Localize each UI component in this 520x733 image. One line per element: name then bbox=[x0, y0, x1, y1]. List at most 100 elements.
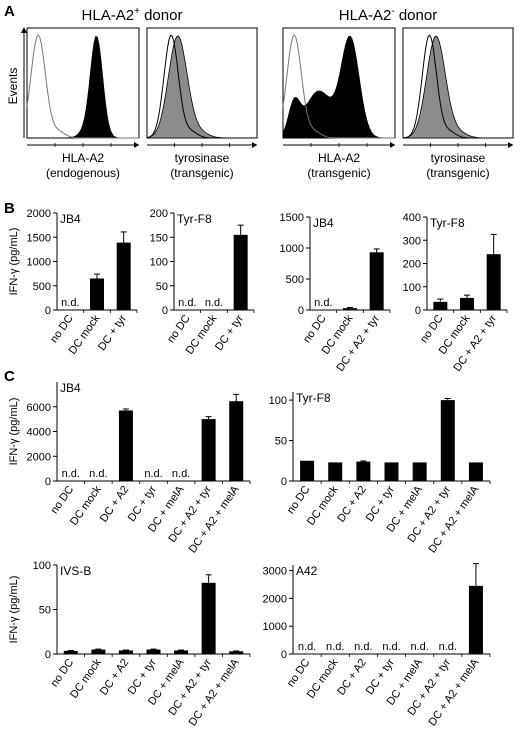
y-tick-label: 100 bbox=[150, 257, 168, 269]
y-tick-label: 2000 bbox=[263, 593, 287, 605]
not-detected-label: n.d. bbox=[205, 297, 223, 309]
isotype-control-histogram bbox=[402, 34, 513, 139]
not-detected-label: n.d. bbox=[298, 641, 316, 653]
category-label: no DC bbox=[418, 313, 446, 345]
y-tick-label: 50 bbox=[39, 605, 51, 617]
y-tick-label: 150 bbox=[150, 232, 168, 244]
bar bbox=[146, 649, 161, 654]
chart-title: JB4 bbox=[60, 381, 81, 395]
y-tick-label: 0 bbox=[281, 649, 287, 661]
panel-label-a: A bbox=[4, 3, 15, 20]
category-label: DC + A2 bbox=[335, 657, 369, 698]
y-tick-label: 100 bbox=[403, 282, 421, 294]
not-detected-label: n.d. bbox=[61, 297, 79, 309]
donor-pos-title: HLA-A2+ donor bbox=[82, 6, 183, 24]
y-tick-label: 1500 bbox=[280, 212, 304, 224]
y-tick-label: 0 bbox=[298, 305, 304, 317]
bar bbox=[433, 301, 448, 310]
histogram-axis-label: HLA-A2 bbox=[318, 151, 360, 165]
category-label: no DC bbox=[285, 657, 313, 689]
events-axis-label: Events bbox=[6, 68, 20, 105]
bar bbox=[468, 585, 483, 654]
not-detected-label: n.d. bbox=[144, 468, 162, 480]
bar bbox=[300, 460, 315, 481]
bar bbox=[90, 278, 104, 310]
histogram-1: HLA-A2(endogenous) bbox=[26, 27, 140, 180]
category-label: no DC bbox=[48, 313, 76, 345]
y-tick-label: 0 bbox=[281, 476, 287, 488]
bar bbox=[229, 401, 244, 481]
bar bbox=[118, 650, 133, 654]
histogram-3: HLA-A2(transgenic) bbox=[282, 27, 396, 180]
y-axis-label: IFN-γ (pg/mL) bbox=[8, 398, 20, 466]
bar-chart-1: 0 500 1000 1500 2000 JB4 IFN-γ (pg/mL) n.d. no D… bbox=[8, 208, 138, 357]
stained-histogram bbox=[282, 35, 395, 139]
bar bbox=[201, 419, 216, 481]
category-label: DC + A2 + melA bbox=[426, 656, 481, 728]
chart-title: Tyr-F8 bbox=[296, 391, 331, 405]
chart-title: Tyr-F8 bbox=[177, 212, 212, 226]
panel-label-b: B bbox=[4, 200, 15, 217]
chart-title: A42 bbox=[296, 564, 318, 578]
not-detected-label: n.d. bbox=[326, 641, 344, 653]
y-tick-label: 50 bbox=[275, 436, 287, 448]
bar bbox=[369, 252, 384, 310]
category-label: no DC bbox=[165, 313, 193, 345]
donor-neg-title: HLA-A2- donor bbox=[339, 6, 437, 24]
not-detected-label: n.d. bbox=[439, 641, 457, 653]
chart-title: IVS-B bbox=[60, 564, 91, 578]
bar bbox=[343, 308, 357, 310]
category-label: DC + tyr bbox=[96, 313, 129, 353]
panel-a-histograms: HLA-A2(endogenous)tyrosinase(transgenic)… bbox=[21, 27, 514, 180]
y-tick-label: 1000 bbox=[27, 257, 51, 269]
bar bbox=[63, 650, 78, 654]
histogram-axis-sublabel: (transgenic) bbox=[170, 166, 233, 180]
bar bbox=[229, 651, 244, 654]
bar bbox=[116, 242, 131, 310]
y-tick-label: 0 bbox=[162, 305, 168, 317]
bar bbox=[468, 462, 483, 481]
y-tick-label: 500 bbox=[286, 274, 304, 286]
x-axis-arrow-head bbox=[508, 142, 513, 148]
not-detected-label: n.d. bbox=[410, 641, 428, 653]
category-label: DC + tyr bbox=[213, 313, 246, 353]
x-axis-arrow-head bbox=[390, 142, 395, 148]
not-detected-label: n.d. bbox=[382, 641, 400, 653]
category-label: no DC bbox=[285, 484, 313, 516]
not-detected-label: n.d. bbox=[354, 641, 372, 653]
histogram-axis-label: tyrosinase bbox=[431, 151, 486, 165]
y-tick-label: 2000 bbox=[27, 451, 51, 463]
y-tick-label: 3000 bbox=[263, 566, 287, 578]
bar bbox=[486, 254, 501, 310]
bar-chart-5: 0 2000 4000 6000 JB4 IFN-γ (pg/mL) n.d. no DC n.… bbox=[8, 381, 251, 555]
bar bbox=[356, 461, 371, 481]
bar bbox=[174, 650, 189, 654]
category-label: DC + A2 bbox=[335, 484, 369, 525]
y-tick-label: 400 bbox=[403, 212, 421, 224]
y-tick-label: 6000 bbox=[27, 402, 51, 414]
panel-label-c: C bbox=[4, 368, 15, 385]
bar bbox=[201, 582, 216, 654]
category-label: DC + A2 + melA bbox=[187, 656, 242, 728]
chart-title: JB4 bbox=[313, 216, 334, 230]
not-detected-label: n.d. bbox=[62, 468, 80, 480]
chart-title: Tyr-F8 bbox=[430, 216, 465, 230]
y-tick-label: 1000 bbox=[263, 621, 287, 633]
isotype-control-histogram bbox=[282, 34, 395, 139]
y-tick-label: 100 bbox=[269, 395, 287, 407]
category-label: no DC bbox=[49, 657, 77, 689]
y-tick-label: 0 bbox=[45, 649, 51, 661]
category-label: no DC bbox=[49, 484, 77, 516]
x-axis-arrow-head bbox=[134, 142, 139, 148]
y-tick-label: 4000 bbox=[27, 427, 51, 439]
y-tick-label: 300 bbox=[403, 235, 421, 247]
histogram-axis-sublabel: (endogenous) bbox=[46, 166, 120, 180]
bar bbox=[440, 400, 455, 481]
